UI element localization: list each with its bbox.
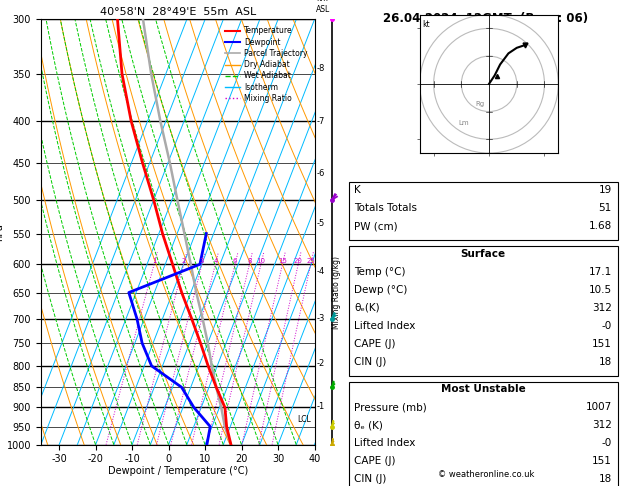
- Text: 151: 151: [592, 339, 612, 349]
- Text: 17.1: 17.1: [589, 267, 612, 277]
- X-axis label: Dewpoint / Temperature (°C): Dewpoint / Temperature (°C): [108, 466, 248, 476]
- Text: 312: 312: [592, 303, 612, 313]
- Text: PW (cm): PW (cm): [354, 221, 398, 231]
- Text: LCL: LCL: [297, 415, 311, 424]
- Text: km
ASL: km ASL: [316, 0, 331, 14]
- Text: K: K: [354, 185, 361, 195]
- Text: Totals Totals: Totals Totals: [354, 203, 417, 213]
- Text: 1007: 1007: [586, 402, 612, 413]
- Text: Lifted Index: Lifted Index: [354, 321, 416, 331]
- Text: Surface: Surface: [460, 249, 506, 259]
- Text: CIN (J): CIN (J): [354, 357, 387, 367]
- Text: θₑ (K): θₑ (K): [354, 420, 383, 431]
- Text: -5: -5: [316, 219, 325, 227]
- Y-axis label: hPa: hPa: [0, 223, 4, 241]
- Text: -2: -2: [316, 359, 325, 368]
- Text: -6: -6: [316, 169, 325, 178]
- Text: Pressure (mb): Pressure (mb): [354, 402, 427, 413]
- Text: 6: 6: [233, 258, 237, 264]
- Text: 1: 1: [152, 258, 157, 264]
- Bar: [348, 246, 618, 376]
- Bar: [348, 382, 618, 486]
- Text: 1.68: 1.68: [589, 221, 612, 231]
- Text: CAPE (J): CAPE (J): [354, 456, 396, 467]
- Text: Mixing Ratio (g/kg): Mixing Ratio (g/kg): [332, 256, 341, 329]
- Text: 20: 20: [294, 258, 303, 264]
- Text: Rg: Rg: [475, 101, 484, 107]
- Text: -7: -7: [316, 118, 325, 126]
- Text: CIN (J): CIN (J): [354, 474, 387, 485]
- Text: 3: 3: [199, 258, 204, 264]
- Text: -0: -0: [601, 321, 612, 331]
- Text: Dewp (°C): Dewp (°C): [354, 285, 408, 295]
- Text: 2: 2: [182, 258, 186, 264]
- Text: 18: 18: [599, 474, 612, 485]
- Text: 8: 8: [247, 258, 252, 264]
- Text: -4: -4: [316, 267, 325, 277]
- Text: © weatheronline.co.uk: © weatheronline.co.uk: [438, 469, 534, 479]
- Text: 151: 151: [592, 456, 612, 467]
- Text: 10: 10: [257, 258, 265, 264]
- Title: 40°58'N  28°49'E  55m  ASL: 40°58'N 28°49'E 55m ASL: [99, 7, 256, 17]
- Text: 25: 25: [306, 258, 315, 264]
- Text: -3: -3: [316, 314, 325, 323]
- Text: -0: -0: [601, 438, 612, 449]
- Text: kt: kt: [423, 20, 430, 29]
- Text: 4: 4: [213, 258, 218, 264]
- Text: Lm: Lm: [459, 121, 469, 126]
- Text: CAPE (J): CAPE (J): [354, 339, 396, 349]
- Text: 51: 51: [599, 203, 612, 213]
- Text: 312: 312: [592, 420, 612, 431]
- Text: 18: 18: [599, 357, 612, 367]
- Text: 19: 19: [599, 185, 612, 195]
- Legend: Temperature, Dewpoint, Parcel Trajectory, Dry Adiabat, Wet Adiabat, Isotherm, Mi: Temperature, Dewpoint, Parcel Trajectory…: [222, 23, 311, 106]
- Text: Lifted Index: Lifted Index: [354, 438, 416, 449]
- Text: 26.04.2024  12GMT  (Base: 06): 26.04.2024 12GMT (Base: 06): [383, 12, 589, 25]
- Text: Temp (°C): Temp (°C): [354, 267, 406, 277]
- Text: 15: 15: [278, 258, 287, 264]
- Text: Most Unstable: Most Unstable: [441, 384, 525, 395]
- Text: -8: -8: [316, 64, 325, 73]
- Text: 10.5: 10.5: [589, 285, 612, 295]
- Text: θₑ(K): θₑ(K): [354, 303, 380, 313]
- Bar: [348, 182, 618, 240]
- Text: -1: -1: [316, 402, 325, 411]
